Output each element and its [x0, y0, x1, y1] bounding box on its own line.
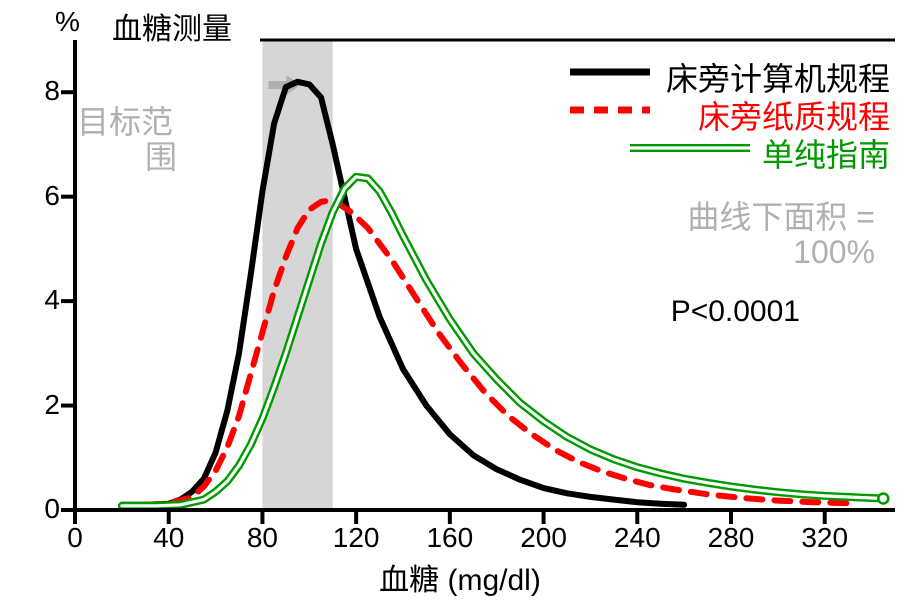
y-tick-label: 4: [20, 284, 60, 316]
auc-annotation: 曲线下面积 = 100%: [687, 200, 875, 270]
y-tick-label: 0: [20, 493, 60, 525]
y-tick-label: 6: [20, 180, 60, 212]
x-tick-label: 200: [514, 522, 574, 554]
y-axis-label: %: [55, 6, 80, 38]
x-tick-label: 40: [139, 522, 199, 554]
auc-line2: 100%: [793, 234, 875, 270]
x-tick-label: 80: [232, 522, 292, 554]
x-tick-label: 120: [326, 522, 386, 554]
x-axis-label: 血糖 (mg/dl): [0, 555, 920, 599]
target-range-line2: 围: [77, 139, 177, 175]
x-tick-label: 240: [607, 522, 667, 554]
x-tick-label: 320: [795, 522, 855, 554]
x-tick-label: 160: [420, 522, 480, 554]
legend-item-2-label: 单纯指南: [762, 130, 890, 176]
target-range-line1: 目标范: [77, 104, 173, 140]
auc-line1: 曲线下面积 =: [687, 199, 875, 235]
blood-glucose-chart: % 血糖测量 目标范 围 曲线下面积 = 100% P<0.0001 血糖 (m…: [0, 0, 920, 614]
y-tick-label: 2: [20, 389, 60, 421]
target-range-label: 目标范 围: [77, 105, 177, 175]
pvalue-annotation: P<0.0001: [671, 295, 800, 329]
y-tick-label: 8: [20, 75, 60, 107]
chart-title: 血糖测量: [112, 4, 232, 48]
x-tick-label: 0: [45, 522, 105, 554]
x-tick-label: 280: [701, 522, 761, 554]
